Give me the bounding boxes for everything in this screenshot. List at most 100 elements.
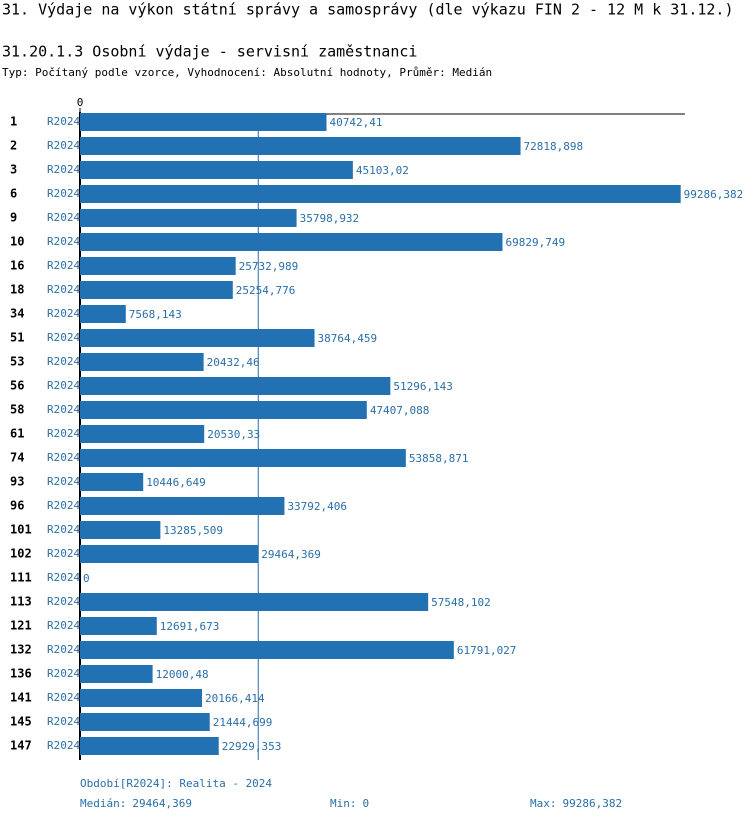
- series-label: R2024: [47, 379, 80, 392]
- value-label: 20530,33: [207, 428, 260, 441]
- stat-value: 99286,382: [563, 797, 623, 810]
- category-label: 16: [10, 259, 24, 273]
- period-note: Období[R2024]: Realita - 2024: [80, 777, 272, 790]
- category-label: 113: [10, 595, 32, 609]
- series-label: R2024: [47, 691, 80, 704]
- chart-description: Typ: Počítaný podle vzorce, Vyhodnocení:…: [2, 66, 492, 79]
- series-label: R2024: [47, 739, 80, 752]
- category-label: 56: [10, 379, 24, 393]
- stat-name: Max:: [530, 797, 557, 810]
- bar: [80, 329, 315, 347]
- bar: [80, 161, 353, 179]
- series-label: R2024: [47, 307, 80, 320]
- value-label: 38764,459: [318, 332, 378, 345]
- stat-name: Medián:: [80, 797, 126, 810]
- value-label: 10446,649: [146, 476, 206, 489]
- value-label: 12691,673: [160, 620, 220, 633]
- stat-value: 0: [363, 797, 370, 810]
- series-label: R2024: [47, 259, 80, 272]
- bar: [80, 137, 521, 155]
- value-label: 22929,353: [222, 740, 282, 753]
- stat-value: 29464,369: [132, 797, 192, 810]
- category-label: 111: [10, 571, 32, 585]
- series-label: R2024: [47, 619, 80, 632]
- value-label: 33792,406: [287, 500, 347, 513]
- value-label: 13285,509: [163, 524, 223, 537]
- series-label: R2024: [47, 499, 80, 512]
- category-label: 53: [10, 355, 24, 369]
- series-label: R2024: [47, 427, 80, 440]
- category-label: 93: [10, 475, 24, 489]
- value-label: 69829,749: [505, 236, 565, 249]
- series-label: R2024: [47, 403, 80, 416]
- chart-title: 31. Výdaje na výkon státní správy a samo…: [2, 1, 734, 19]
- category-label: 2: [10, 139, 17, 153]
- value-label: 29464,369: [261, 548, 321, 561]
- series-label: R2024: [47, 331, 80, 344]
- value-label: 0: [83, 572, 90, 585]
- category-label: 9: [10, 211, 17, 225]
- bar: [80, 209, 297, 227]
- bar: [80, 689, 203, 707]
- bar: [80, 521, 161, 539]
- value-label: 12000,48: [156, 668, 209, 681]
- category-label: 6: [10, 187, 17, 201]
- bar: [80, 713, 210, 731]
- series-label: R2024: [47, 139, 80, 152]
- value-label: 40742,41: [329, 116, 382, 129]
- bar: [80, 425, 205, 443]
- value-label: 21444,699: [213, 716, 273, 729]
- series-label: R2024: [47, 547, 80, 560]
- bar: [80, 401, 367, 419]
- value-label: 53858,871: [409, 452, 469, 465]
- bar: [80, 281, 233, 299]
- stat-name: Min:: [330, 797, 357, 810]
- category-label: 51: [10, 331, 24, 345]
- value-label: 20432,46: [207, 356, 260, 369]
- value-label: 25254,776: [236, 284, 296, 297]
- bar: [80, 641, 454, 659]
- series-label: R2024: [47, 115, 80, 128]
- value-label: 47407,088: [370, 404, 430, 417]
- category-label: 102: [10, 547, 32, 561]
- category-label: 96: [10, 499, 24, 513]
- series-label: R2024: [47, 643, 80, 656]
- value-label: 57548,102: [431, 596, 491, 609]
- bar: [80, 233, 503, 251]
- category-label: 74: [10, 451, 24, 465]
- bar: [80, 617, 157, 635]
- stat: Medián: 29464,369: [80, 797, 192, 810]
- series-label: R2024: [47, 571, 80, 584]
- bar: [80, 185, 681, 203]
- category-label: 1: [10, 115, 17, 129]
- value-label: 20166,414: [205, 692, 265, 705]
- category-label: 58: [10, 403, 24, 417]
- category-label: 147: [10, 739, 32, 753]
- bar: [80, 545, 259, 563]
- bar: [80, 737, 219, 755]
- series-label: R2024: [47, 667, 80, 680]
- category-label: 34: [10, 307, 24, 321]
- stat: Min: 0: [330, 797, 369, 810]
- value-label: 72818,898: [524, 140, 584, 153]
- stat: Max: 99286,382: [530, 797, 622, 810]
- bar: [80, 305, 126, 323]
- category-label: 3: [10, 163, 17, 177]
- series-label: R2024: [47, 595, 80, 608]
- value-label: 35798,932: [300, 212, 360, 225]
- x-tick-label: 0: [77, 96, 84, 109]
- category-label: 145: [10, 715, 32, 729]
- series-label: R2024: [47, 235, 80, 248]
- value-label: 61791,027: [457, 644, 517, 657]
- series-label: R2024: [47, 283, 80, 296]
- value-label: 45103,02: [356, 164, 409, 177]
- series-label: R2024: [47, 211, 80, 224]
- bar: [80, 593, 429, 611]
- bar: [80, 449, 406, 467]
- series-label: R2024: [47, 523, 80, 536]
- category-label: 101: [10, 523, 32, 537]
- bar: [80, 497, 285, 515]
- category-label: 121: [10, 619, 32, 633]
- series-label: R2024: [47, 163, 80, 176]
